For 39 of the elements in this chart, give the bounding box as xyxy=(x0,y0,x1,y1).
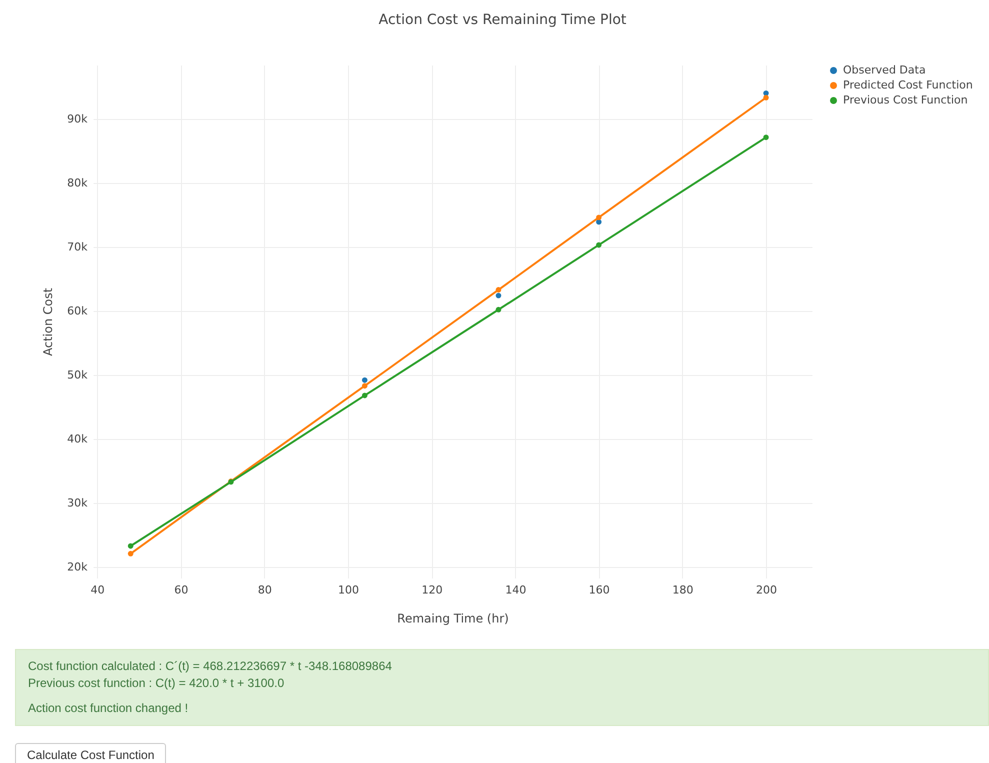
point xyxy=(128,543,134,549)
x-tick-label: 40 xyxy=(90,584,105,596)
legend-label: Previous Cost Function xyxy=(843,94,968,106)
y-axis-title: Action Cost xyxy=(41,288,56,356)
text: Calculate Cost Function xyxy=(15,743,166,763)
y-tick-label: 90k xyxy=(67,112,88,126)
x-tick-label: 180 xyxy=(672,584,694,596)
legend-label: Observed Data xyxy=(843,64,926,76)
point xyxy=(128,550,134,556)
point xyxy=(496,306,502,312)
text: Previous cost function : C(t) = 420.0 * t + 3100.0 xyxy=(28,675,286,692)
y-tick-label: 30k xyxy=(67,496,88,510)
y-tick-label: 40k xyxy=(67,432,88,446)
y-tick-label: 70k xyxy=(67,240,88,254)
legend-label: Predicted Cost Function xyxy=(843,78,973,92)
y-tick-label: 50k xyxy=(67,368,88,382)
x-tick-label: 100 xyxy=(338,584,359,596)
point xyxy=(496,292,502,298)
y-tick-label: 80k xyxy=(67,176,88,190)
point xyxy=(362,383,368,389)
x-tick-label: 120 xyxy=(422,584,443,596)
y-tick-label: 60k xyxy=(67,304,88,318)
x-tick-label: 140 xyxy=(505,584,526,596)
point xyxy=(362,377,368,383)
x-tick-label: 60 xyxy=(174,584,188,596)
text: Action cost function changed ! xyxy=(28,700,190,717)
point xyxy=(596,214,602,220)
chart-title: Action Cost vs Remaining Time Plot xyxy=(378,12,627,28)
y-tick-label: 20k xyxy=(67,560,88,574)
x-tick-label: 160 xyxy=(588,584,610,596)
text: Cost function calculated : C´(t) = 468.212236697 * t -348.168089864 xyxy=(28,658,393,675)
x-axis-title: Remaing Time (hr) xyxy=(397,612,509,626)
point xyxy=(763,134,769,140)
point xyxy=(596,242,602,248)
point xyxy=(496,287,502,293)
point xyxy=(362,392,368,398)
x-tick-label: 200 xyxy=(756,584,778,596)
x-tick-label: 80 xyxy=(258,584,272,596)
point xyxy=(763,94,769,100)
